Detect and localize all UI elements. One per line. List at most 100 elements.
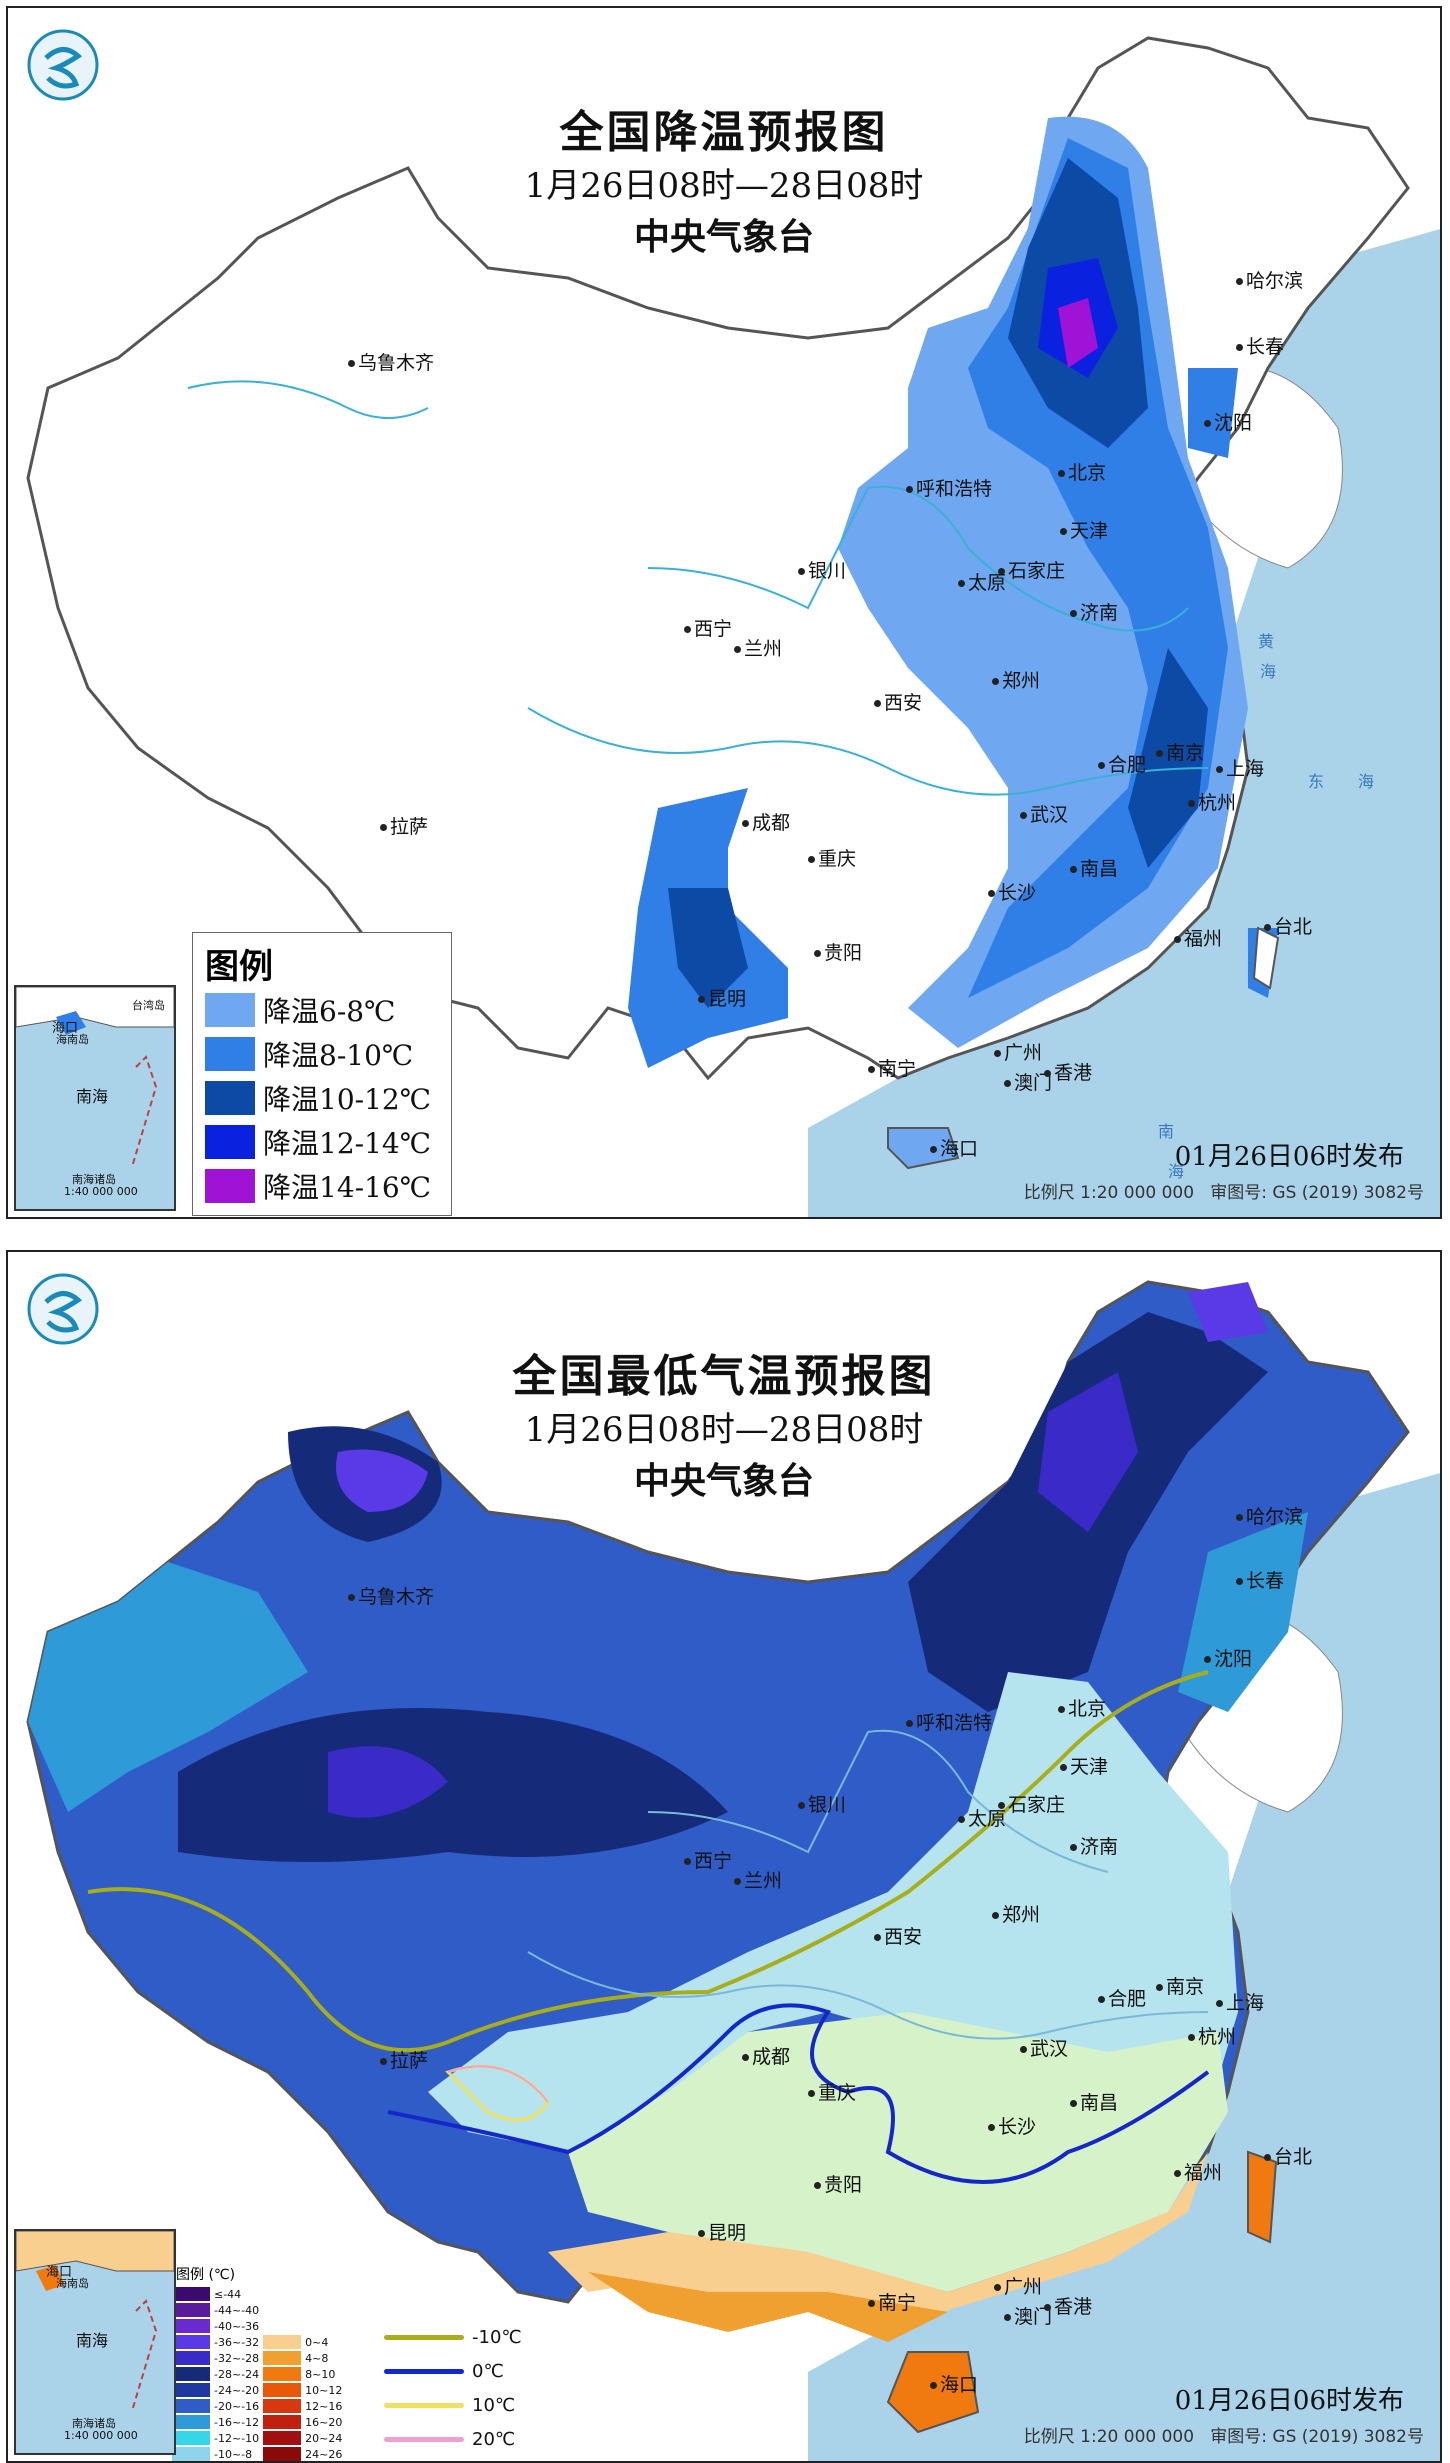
map-scale: 比例尺 1:20 000 000 审图号: GS (2019) 3082号: [1023, 2427, 1424, 2447]
city-label: 石家庄: [998, 556, 1065, 583]
inset-label: 南海: [76, 2331, 109, 2350]
isoline-item: 10℃: [378, 2388, 528, 2422]
sea-label: 海: [1358, 772, 1375, 791]
city-label: 济南: [1070, 1832, 1118, 1859]
city-label: 成都: [742, 2042, 790, 2069]
city-label: 台北: [1264, 912, 1312, 939]
inset-label: 1:40 000 000: [64, 1185, 138, 1198]
city-label: 天津: [1060, 1752, 1108, 1779]
city-label: 长春: [1236, 1566, 1284, 1593]
city-label: 石家庄: [998, 1790, 1065, 1817]
city-label: 乌鲁木齐: [348, 1582, 434, 1609]
city-label: 呼和浩特: [906, 1708, 992, 1735]
isoline-item: 20℃: [378, 2422, 528, 2456]
city-label: 北京: [1058, 458, 1106, 485]
forecast-period: 1月26日08时—28日08时: [524, 1410, 924, 1450]
sea-label: 海: [1260, 662, 1277, 681]
city-label: 北京: [1058, 1694, 1106, 1721]
isoline-item: -10℃: [378, 2320, 528, 2354]
city-label: 西宁: [684, 1846, 732, 1873]
map-scale: 比例尺 1:20 000 000 审图号: GS (2019) 3082号: [1023, 1183, 1424, 1203]
legend-swatch: [205, 1125, 255, 1159]
city-label: 沈阳: [1204, 408, 1252, 435]
city-label: 台北: [1264, 2142, 1312, 2169]
sea-label: 东: [1308, 772, 1325, 791]
south-china-sea-inset: 海口 海南岛 台湾岛 南海 南海诸岛 1:40 000 000: [14, 985, 176, 1211]
city-label: 太原: [958, 568, 1006, 595]
city-label: 天津: [1060, 516, 1108, 543]
city-label: 贵阳: [814, 2170, 862, 2197]
city-label: 香港: [1044, 2292, 1092, 2319]
inset-label: 台湾岛: [132, 999, 165, 1012]
city-label: 南京: [1156, 738, 1204, 765]
city-label: 海口: [930, 1134, 978, 1161]
isoline-item: 0℃: [378, 2354, 528, 2388]
legend-item: 降温6-8℃: [205, 988, 451, 1032]
forecast-period: 1月26日08时—28日08时: [524, 166, 924, 206]
inset-label: 海南岛: [56, 2277, 89, 2290]
map-title: 全国降温预报图: [559, 107, 889, 158]
legend-swatch: [205, 993, 255, 1027]
city-label: 福州: [1174, 924, 1222, 951]
inset-label: 南海诸岛: [72, 1173, 116, 1186]
city-label: 呼和浩特: [906, 474, 992, 501]
city-label: 澳门: [1004, 1068, 1052, 1095]
publish-time: 01月26日06时发布: [1174, 1142, 1404, 1172]
city-label: 长春: [1236, 332, 1284, 359]
inset-label: 海南岛: [56, 1033, 89, 1046]
city-label: 太原: [958, 1804, 1006, 1831]
legend-item: 降温10-12℃: [205, 1076, 451, 1120]
city-label: 沈阳: [1204, 1644, 1252, 1671]
legend-swatch: [205, 1037, 255, 1071]
city-label: 南昌: [1070, 854, 1118, 881]
city-label: 哈尔滨: [1236, 266, 1303, 293]
isoline-legend: -10℃ 0℃ 10℃ 20℃: [378, 2320, 528, 2460]
city-label: 合肥: [1098, 1984, 1146, 2011]
city-label: 南昌: [1070, 2088, 1118, 2115]
city-label: 贵阳: [814, 938, 862, 965]
issuer: 中央气象台: [633, 1460, 814, 1502]
legend-title: 图例: [205, 947, 273, 987]
map-legend: 图例 降温6-8℃ 降温8-10℃ 降温10-12℃ 降温12-14℃ 降温14…: [192, 932, 452, 1216]
city-label: 长沙: [988, 878, 1036, 905]
city-label: 广州: [994, 1038, 1042, 1065]
city-label: 重庆: [808, 844, 856, 871]
south-china-sea-inset: 海口 海南岛 南海 南海诸岛 1:40 000 000: [14, 2229, 176, 2455]
city-label: 武汉: [1020, 2034, 1068, 2061]
city-label: 兰州: [734, 634, 782, 661]
city-label: 澳门: [1004, 2302, 1052, 2329]
city-label: 杭州: [1188, 788, 1236, 815]
inset-label: 1:40 000 000: [64, 2429, 138, 2442]
city-label: 福州: [1174, 2158, 1222, 2185]
legend-swatch: [205, 1081, 255, 1115]
min-temperature-panel: 全国最低气温预报图 1月26日08时—28日08时 中央气象台 乌鲁木齐 哈尔滨…: [6, 1250, 1442, 2463]
city-label: 上海: [1216, 754, 1264, 781]
city-label: 昆明: [698, 2218, 746, 2245]
publish-time: 01月26日06时发布: [1174, 2386, 1404, 2416]
city-label: 哈尔滨: [1236, 1502, 1303, 1529]
city-label: 济南: [1070, 598, 1118, 625]
city-label: 乌鲁木齐: [348, 348, 434, 375]
city-label: 昆明: [698, 984, 746, 1011]
city-label: 重庆: [808, 2078, 856, 2105]
city-label: 郑州: [992, 666, 1040, 693]
city-label: 拉萨: [380, 2046, 428, 2073]
sea-label: 黄: [1258, 632, 1275, 651]
city-label: 拉萨: [380, 812, 428, 839]
cma-logo: [26, 28, 100, 102]
city-label: 南京: [1156, 1972, 1204, 1999]
city-label: 武汉: [1020, 800, 1068, 827]
legend-item: 降温14-16℃: [205, 1164, 451, 1208]
legend-title: 图例 (℃): [176, 2267, 236, 2283]
temperature-legend: 图例 (℃) ≤-44 -44~-40 -40~-36 -36~-32 -32~…: [168, 2262, 376, 2461]
city-label: 郑州: [992, 1900, 1040, 1927]
city-label: 合肥: [1098, 750, 1146, 777]
inset-label: 海口: [52, 1021, 79, 1036]
map-title: 全国最低气温预报图: [512, 1351, 936, 1402]
sea-label: 南: [1158, 1122, 1175, 1141]
issuer: 中央气象台: [633, 216, 814, 258]
min-temperature-map: [26, 1280, 1440, 2461]
cooling-map: [26, 36, 1440, 1217]
cma-logo: [26, 1272, 100, 1346]
legend-swatch: [205, 1169, 255, 1203]
